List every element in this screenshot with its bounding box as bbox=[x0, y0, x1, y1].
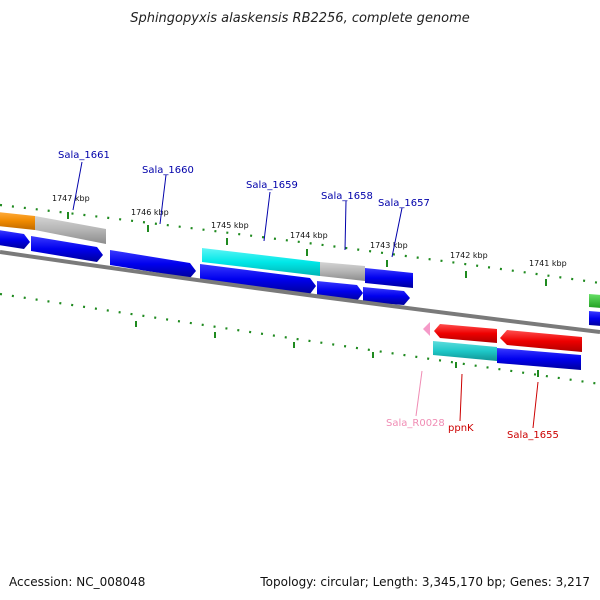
gene-label-sala-1660[interactable]: Sala_1660 bbox=[142, 165, 194, 176]
lower-gene-band bbox=[423, 322, 582, 370]
leader-sala-1659 bbox=[263, 191, 271, 242]
gene-red-ppnk bbox=[434, 324, 497, 343]
leader-sala-1661 bbox=[72, 161, 83, 211]
gene-red-1655 bbox=[500, 330, 582, 352]
gene-gray-1661 bbox=[35, 216, 106, 244]
gene-label-sala-r0028[interactable]: Sala_R0028 bbox=[386, 418, 445, 429]
cds-arrow-2 bbox=[31, 236, 103, 262]
gene-label-sala-1657[interactable]: Sala_1657 bbox=[378, 198, 430, 209]
ruler-label-1744: 1744 kbp bbox=[290, 231, 328, 240]
upper-ruler bbox=[0, 203, 600, 286]
gene-label-sala-1658[interactable]: Sala_1658 bbox=[321, 191, 373, 202]
gene-label-sala-1661[interactable]: Sala_1661 bbox=[58, 150, 110, 161]
lower-ruler bbox=[0, 292, 600, 386]
cds-lower-1655 bbox=[497, 348, 581, 370]
ruler-label-1742: 1742 kbp bbox=[450, 251, 488, 260]
cds-arrow-right-edge bbox=[589, 311, 600, 326]
cds-arrow-6 bbox=[363, 287, 410, 305]
upper-cds-band bbox=[0, 230, 600, 326]
gene-pink-r0028 bbox=[423, 322, 430, 336]
gene-gray-1658 bbox=[320, 262, 365, 281]
ruler-label-1741: 1741 kbp bbox=[529, 259, 567, 268]
gene-teal-ppnk bbox=[433, 341, 497, 361]
cds-arrow-1 bbox=[0, 230, 30, 249]
upper-ruler-dots bbox=[0, 203, 600, 285]
leader-sala-1657 bbox=[391, 207, 403, 258]
cds-arrow-3 bbox=[110, 250, 196, 278]
lower-ruler-dots bbox=[0, 292, 600, 386]
leader-sala-r0028 bbox=[415, 370, 423, 417]
gene-cyan-1659 bbox=[202, 248, 320, 276]
leader-sala-1655 bbox=[532, 381, 539, 429]
gene-label-sala-1659[interactable]: Sala_1659 bbox=[246, 180, 298, 191]
cds-arrow-4 bbox=[200, 264, 316, 294]
accession-text: Accession: NC_008048 bbox=[9, 575, 145, 589]
genome-summary-text: Topology: circular; Length: 3,345,170 bp… bbox=[259, 575, 590, 589]
gene-orange bbox=[0, 212, 35, 230]
leader-ppnk bbox=[459, 373, 463, 422]
genome-backbone bbox=[0, 250, 600, 334]
label-leaders bbox=[72, 161, 539, 429]
upper-gene-band bbox=[0, 212, 413, 288]
map-title: Sphingopyxis alaskensis RB2256, complete… bbox=[130, 11, 470, 26]
ruler-label-1743: 1743 kbp bbox=[370, 241, 408, 250]
ruler-label-1746: 1746 kbp bbox=[131, 208, 169, 217]
gene-label-sala-1655[interactable]: Sala_1655 bbox=[507, 430, 559, 441]
gene-blue-1657 bbox=[365, 268, 413, 288]
leader-sala-1660 bbox=[159, 174, 167, 225]
ruler-label-1745: 1745 kbp bbox=[211, 221, 249, 230]
ruler-label-1747: 1747 kbp bbox=[52, 194, 90, 203]
gene-label-ppnk[interactable]: ppnK bbox=[448, 423, 474, 434]
leader-sala-1658 bbox=[344, 200, 347, 251]
gene-green-right-edge bbox=[589, 294, 600, 308]
